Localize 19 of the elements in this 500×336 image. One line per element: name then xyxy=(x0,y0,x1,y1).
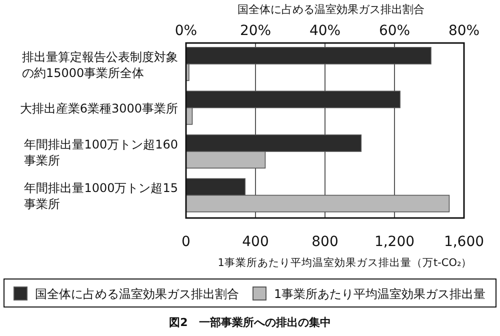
y-tick-label: 排出量算定報告公表制度対象の約15000事業所全体 xyxy=(22,50,178,80)
tick: 1,600 xyxy=(444,234,484,250)
annotation: 図2 一部事業所への排出の集中 xyxy=(169,316,331,329)
tick: 60% xyxy=(378,23,410,39)
tick: 0% xyxy=(174,23,198,39)
tick: 40% xyxy=(309,23,341,39)
tick: 800 xyxy=(312,234,338,250)
xlabel: 1事業所あたり平均温室効果ガス排出量（万t-CO₂） xyxy=(218,257,472,269)
y-tick-label: 年間排出量1000万トン超15事業所 xyxy=(24,181,178,212)
x2label: 国全体に占める温室効果ガス排出割合 xyxy=(238,3,424,16)
y-tick-label: 年間排出量100万トン超160事業所 xyxy=(24,137,178,168)
tick: 80% xyxy=(448,23,480,39)
legend: 国全体に占める温室効果ガス排出割合 xyxy=(35,287,239,301)
tick: 1,200 xyxy=(374,234,415,250)
tick: 20% xyxy=(240,23,272,39)
y-tick-label: 大排出産業6業種3000事業所 xyxy=(20,102,178,116)
legend: 1事業所あたり平均温室効果ガス排出量 xyxy=(274,287,486,301)
tick: 0 xyxy=(182,234,190,250)
tick: 400 xyxy=(242,234,269,250)
